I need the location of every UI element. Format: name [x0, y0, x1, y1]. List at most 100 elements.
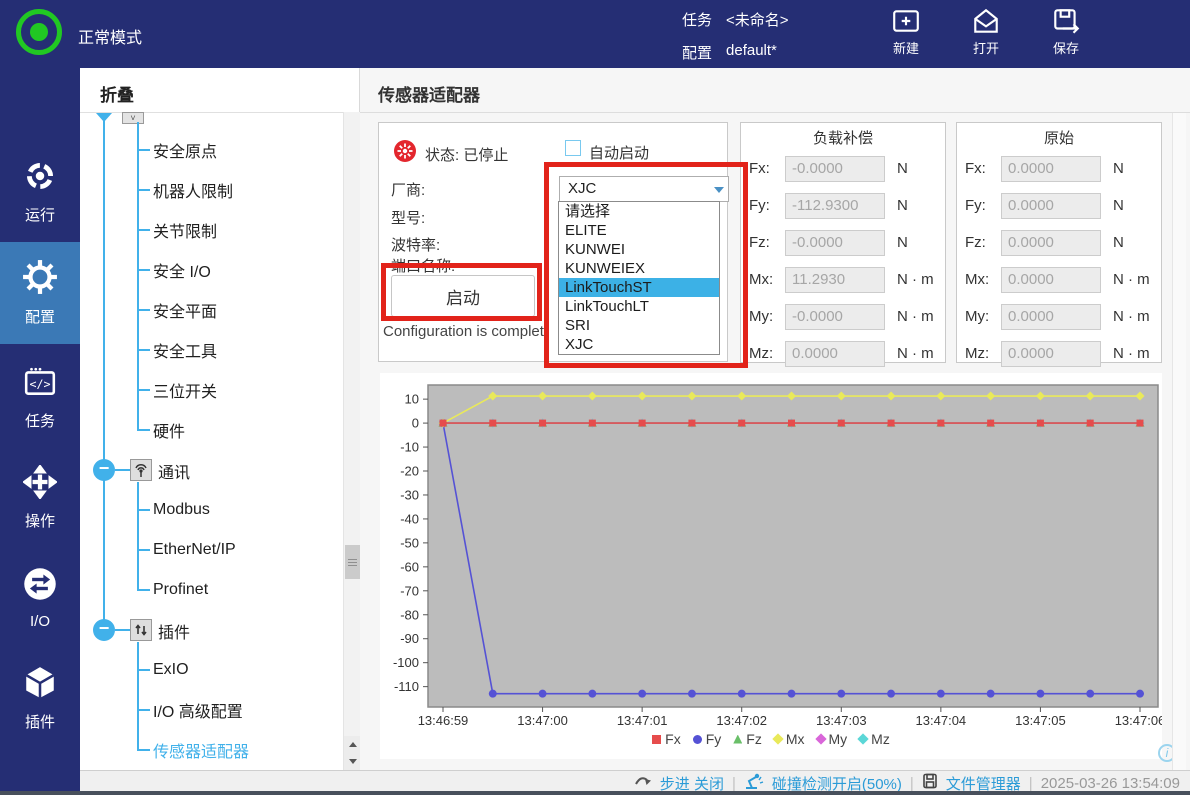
comm-antenna-icon	[130, 459, 152, 481]
sidebar-item-config[interactable]: 配置	[0, 242, 80, 344]
tree-item-ExIO[interactable]: ExIO	[137, 650, 249, 690]
status-bar: 步进 关闭 | 碰撞检测开启(50%) | 文件管理器 | 2025-03-26…	[80, 770, 1190, 795]
sidebar-item-task[interactable]: </> 任务	[0, 352, 80, 444]
force-value-field: -0.0000	[785, 229, 885, 256]
legend-item-Fy: Fy	[692, 731, 721, 747]
svg-text:-90: -90	[400, 631, 419, 646]
svg-text:13:47:00: 13:47:00	[517, 713, 568, 728]
tree-connector	[137, 589, 150, 591]
force-row-Fx: Fx: 0.0000 N	[965, 155, 1153, 182]
title-separator	[360, 112, 1190, 113]
dropdown-option-KUNWEIEX[interactable]: KUNWEIEX	[565, 260, 646, 277]
chevron-down-icon	[714, 187, 724, 193]
collision-detection-status[interactable]: 碰撞检测开启(50%)	[771, 775, 902, 793]
tree-item-安全工具[interactable]: 安全工具	[137, 330, 233, 370]
tree-item-关节限制[interactable]: 关节限制	[137, 210, 233, 250]
svg-text:-40: -40	[400, 511, 419, 526]
tree-item-label: Modbus	[153, 501, 210, 518]
triangle-marker-icon	[733, 734, 743, 744]
tree-scrollbar-thumb[interactable]	[345, 545, 360, 579]
force-label: Mx:	[749, 271, 774, 288]
tree-scrollbar[interactable]	[343, 112, 361, 770]
force-row-Fz: Fz: -0.0000 N	[749, 229, 937, 256]
tree-item-label: 三位开关	[153, 384, 218, 401]
comm-collapse-button[interactable]: −	[93, 459, 115, 481]
tree-connector	[137, 429, 150, 431]
plugin-collapse-button[interactable]: −	[93, 619, 115, 641]
dropdown-option-KUNWEI[interactable]: KUNWEI	[565, 241, 625, 258]
config-value: default*	[726, 42, 777, 59]
open-button[interactable]: 打开	[946, 6, 1026, 57]
force-row-Mx: Mx: 0.0000 N · m	[965, 266, 1153, 293]
tree-item-安全 I/O[interactable]: 安全 I/O	[137, 250, 233, 290]
tree-connector	[137, 149, 150, 151]
step-mode-status[interactable]: 步进 关闭	[659, 775, 724, 793]
status-value: 已停止	[463, 147, 509, 164]
tree-item-label: ExIO	[153, 661, 189, 678]
safety-branch-line	[137, 122, 139, 430]
force-label: My:	[965, 308, 990, 325]
autostart-checkbox[interactable]	[565, 140, 581, 156]
svg-text:10: 10	[405, 392, 419, 407]
svg-text:13:47:05: 13:47:05	[1015, 713, 1066, 728]
top-actions: 新建 打开 保存	[866, 6, 1106, 57]
vendor-select[interactable]: XJC	[559, 176, 729, 202]
vendor-select-value: XJC	[568, 180, 597, 197]
dropdown-option-LinkTouchST[interactable]: LinkTouchST	[559, 278, 719, 297]
new-button[interactable]: 新建	[866, 6, 946, 57]
dropdown-option-LinkTouchLT[interactable]: LinkTouchLT	[565, 298, 649, 315]
mode-label: 正常模式	[78, 30, 143, 47]
save-button[interactable]: 保存	[1026, 6, 1106, 57]
tree-item-plugin[interactable]: 插件	[158, 625, 191, 642]
tree-connector	[137, 669, 150, 671]
circle-marker-icon	[692, 734, 702, 744]
diamond-marker-icon	[772, 733, 784, 745]
tree-item-EtherNet/IP[interactable]: EtherNet/IP	[137, 530, 236, 570]
tree-scroll-up-button[interactable]	[344, 736, 361, 753]
diamond-marker-icon	[857, 733, 869, 745]
tree-collapse-header[interactable]: 折叠	[100, 86, 134, 105]
svg-text:-110: -110	[394, 679, 419, 694]
legend-item-Fz: Fz	[733, 731, 762, 747]
svg-text:-50: -50	[400, 535, 419, 550]
config-label: 配置	[682, 45, 713, 62]
tree-item-安全平面[interactable]: 安全平面	[137, 290, 233, 330]
tree-scroll-down-button[interactable]	[344, 753, 361, 770]
gear-icon	[22, 259, 58, 299]
tree-item-安全原点[interactable]: 安全原点	[137, 130, 233, 170]
tree-item-硬件[interactable]: 硬件	[137, 410, 233, 450]
dropdown-option-SRI[interactable]: SRI	[565, 317, 591, 334]
baud-label: 波特率:	[391, 237, 441, 254]
top-bar: 正常模式 任务 <未命名> 配置 default* 新建 打开 保存	[0, 0, 1190, 68]
file-manager-link[interactable]: 文件管理器	[945, 775, 1021, 793]
window-bottom-edge	[0, 791, 1190, 795]
force-value-field: 0.0000	[785, 340, 885, 367]
config-tree-panel: 折叠 ˅ 安全原点机器人限制 关节限制 安全 I/O 安全平面 安全工具三位开关硬件 −…	[80, 68, 361, 770]
dropdown-option-XJC[interactable]: XJC	[565, 336, 594, 353]
main-scrollbar-track[interactable]	[1172, 113, 1186, 770]
tree-clipped-node-icon[interactable]: ˅	[122, 112, 144, 124]
legend-label: Mz	[871, 731, 890, 747]
comm-connector	[115, 469, 130, 471]
model-label: 型号:	[391, 210, 426, 227]
tree-item-机器人限制[interactable]: 机器人限制	[137, 170, 233, 210]
tree-item-label: 安全原点	[153, 144, 218, 161]
autostart-label: 自动启动	[589, 145, 650, 162]
tree-item-Modbus[interactable]: Modbus	[137, 490, 236, 530]
tree-item-I/O 高级配置[interactable]: I/O 高级配置	[137, 690, 249, 730]
sidebar-item-io[interactable]: I/O	[0, 552, 80, 644]
sidebar-item-plugin[interactable]: 插件	[0, 652, 80, 744]
svg-text:13:46:59: 13:46:59	[418, 713, 469, 728]
dropdown-option-ELITE[interactable]: ELITE	[565, 222, 607, 239]
tree-item-三位开关[interactable]: 三位开关	[137, 370, 233, 410]
start-button[interactable]: 启动	[391, 275, 535, 317]
sidebar-item-run[interactable]: 运行	[0, 146, 80, 238]
tree-item-comm[interactable]: 通讯	[158, 465, 191, 482]
square-marker-icon	[652, 734, 662, 744]
sidebar-item-operate[interactable]: 操作	[0, 452, 80, 544]
tree-item-传感器适配器[interactable]: 传感器适配器	[137, 730, 249, 770]
tree-item-Profinet[interactable]: Profinet	[137, 570, 236, 610]
dropdown-option-请选择[interactable]: 请选择	[565, 203, 611, 220]
force-label: Fz:	[965, 234, 986, 251]
